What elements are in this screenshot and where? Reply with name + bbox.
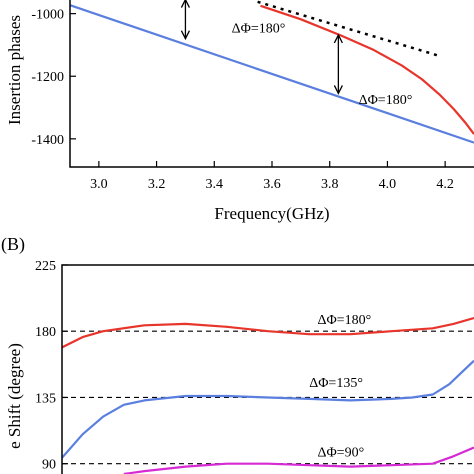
panel-b-series-line-1 [62,359,474,459]
panel-a-arrow-head-down [180,30,191,41]
panel-b-y-tick-label: 180 [35,325,56,340]
panel-b-annotation: ΔΦ=135° [309,376,363,391]
panel-a-series-line-1 [260,4,474,135]
panel-a-series [70,0,474,144]
panel-a-y-tick-label: -1000 [31,8,64,23]
panel-b-annotation: ΔΦ=90° [317,445,364,460]
panel-a-x-tick-label: 3.8 [321,177,339,192]
panel-b: (B) 90 135 180 225 e Shift (degree) ΔΦ=180°… [1,234,474,474]
panel-a-arrow-head-up [180,0,191,8]
panel-b-label: (B) [1,234,25,255]
panel-a-annotation: ΔΦ=180° [359,93,413,108]
panel-b-y-tick-label: 90 [42,458,56,473]
panel-b-series-line-0 [62,316,474,349]
panel-a-frame [69,0,474,168]
panel-a-annotation: ΔΦ=180° [232,21,286,36]
panel-a-annotations: ΔΦ=180° ΔΦ=180° [232,21,413,107]
panel-a-arrow-head-down [333,85,343,95]
panel-a-x-tick-label: 3.2 [148,177,166,192]
panel-a-x-tick-label: 3.4 [206,177,224,192]
panel-a-y-ticks: -1000 -1200 -1400 [31,8,76,148]
panel-a-arrow-head-up [333,33,343,44]
panel-a-x-tick-label: 3.0 [90,177,108,192]
panel-b-y-axis-label: e Shift (degree) [5,343,24,449]
panel-a-x-tick-label: 4.2 [436,177,454,192]
panel-b-annotations: ΔΦ=180° ΔΦ=135° ΔΦ=90° [309,313,371,460]
panel-a-series-line-0 [70,4,474,144]
panel-b-series [62,316,474,474]
panel-a-x-tick-label: 4.0 [379,177,397,192]
panel-a-arrows [180,0,343,95]
panel-a-x-ticks: 3.0 3.2 3.4 3.6 3.8 4.0 4.2 [90,161,454,192]
panel-b-y-tick-label: 135 [35,391,56,406]
panel-a-y-axis-label: Insertion phases [5,15,24,125]
panel-b-y-ticks: 90 135 180 225 [35,259,68,473]
panel-a: -1000 -1200 -1400 3.0 3.2 3.4 3.6 3.8 4.0 4.2 In… [5,0,474,223]
panel-b-series-line-2 [123,446,474,474]
panel-b-annotation: ΔΦ=180° [317,313,371,328]
panel-b-frame [61,264,474,474]
panel-b-y-tick-label: 225 [35,259,56,274]
panel-a-y-tick-label: -1200 [31,70,64,85]
panel-a-y-tick-label: -1400 [31,133,64,148]
panel-a-x-axis-label: Frequency(GHz) [214,204,329,223]
panel-a-x-tick-label: 3.6 [263,177,281,192]
